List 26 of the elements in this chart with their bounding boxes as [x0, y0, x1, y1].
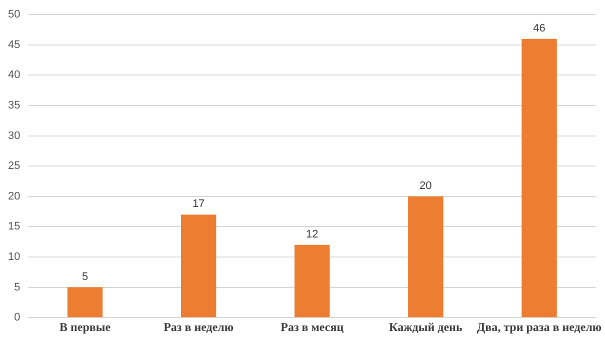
- x-tick-label: Раз в неделю: [164, 320, 234, 334]
- bar: [294, 244, 330, 318]
- x-tick-label: В первые: [59, 320, 112, 334]
- y-tick-label: 5: [14, 281, 20, 294]
- x-tick-label: Каждый день: [389, 320, 463, 334]
- x-tick-label: Два, три раза в неделю: [476, 320, 602, 334]
- bar: [522, 38, 557, 318]
- data-label: 46: [533, 22, 546, 34]
- y-tick-label: 30: [8, 130, 20, 142]
- bar: [180, 214, 216, 318]
- y-tick-label: 25: [8, 160, 20, 172]
- y-tick-label: 20: [8, 190, 20, 202]
- y-tick-label: 35: [8, 100, 20, 112]
- data-label: 12: [306, 228, 318, 240]
- bar: [67, 287, 103, 318]
- data-label: 17: [192, 198, 205, 210]
- y-tick-label: 50: [8, 8, 20, 21]
- y-tick-label: 15: [8, 220, 20, 233]
- y-tick-label: 10: [8, 251, 20, 264]
- y-tick-label: 45: [8, 38, 20, 51]
- data-label: 20: [420, 180, 432, 192]
- x-tick-label: Раз в месяц: [280, 320, 344, 334]
- y-tick-label: 40: [8, 69, 20, 82]
- bar: [408, 196, 444, 318]
- data-label: 5: [82, 270, 88, 283]
- y-tick-label: 0: [14, 312, 20, 324]
